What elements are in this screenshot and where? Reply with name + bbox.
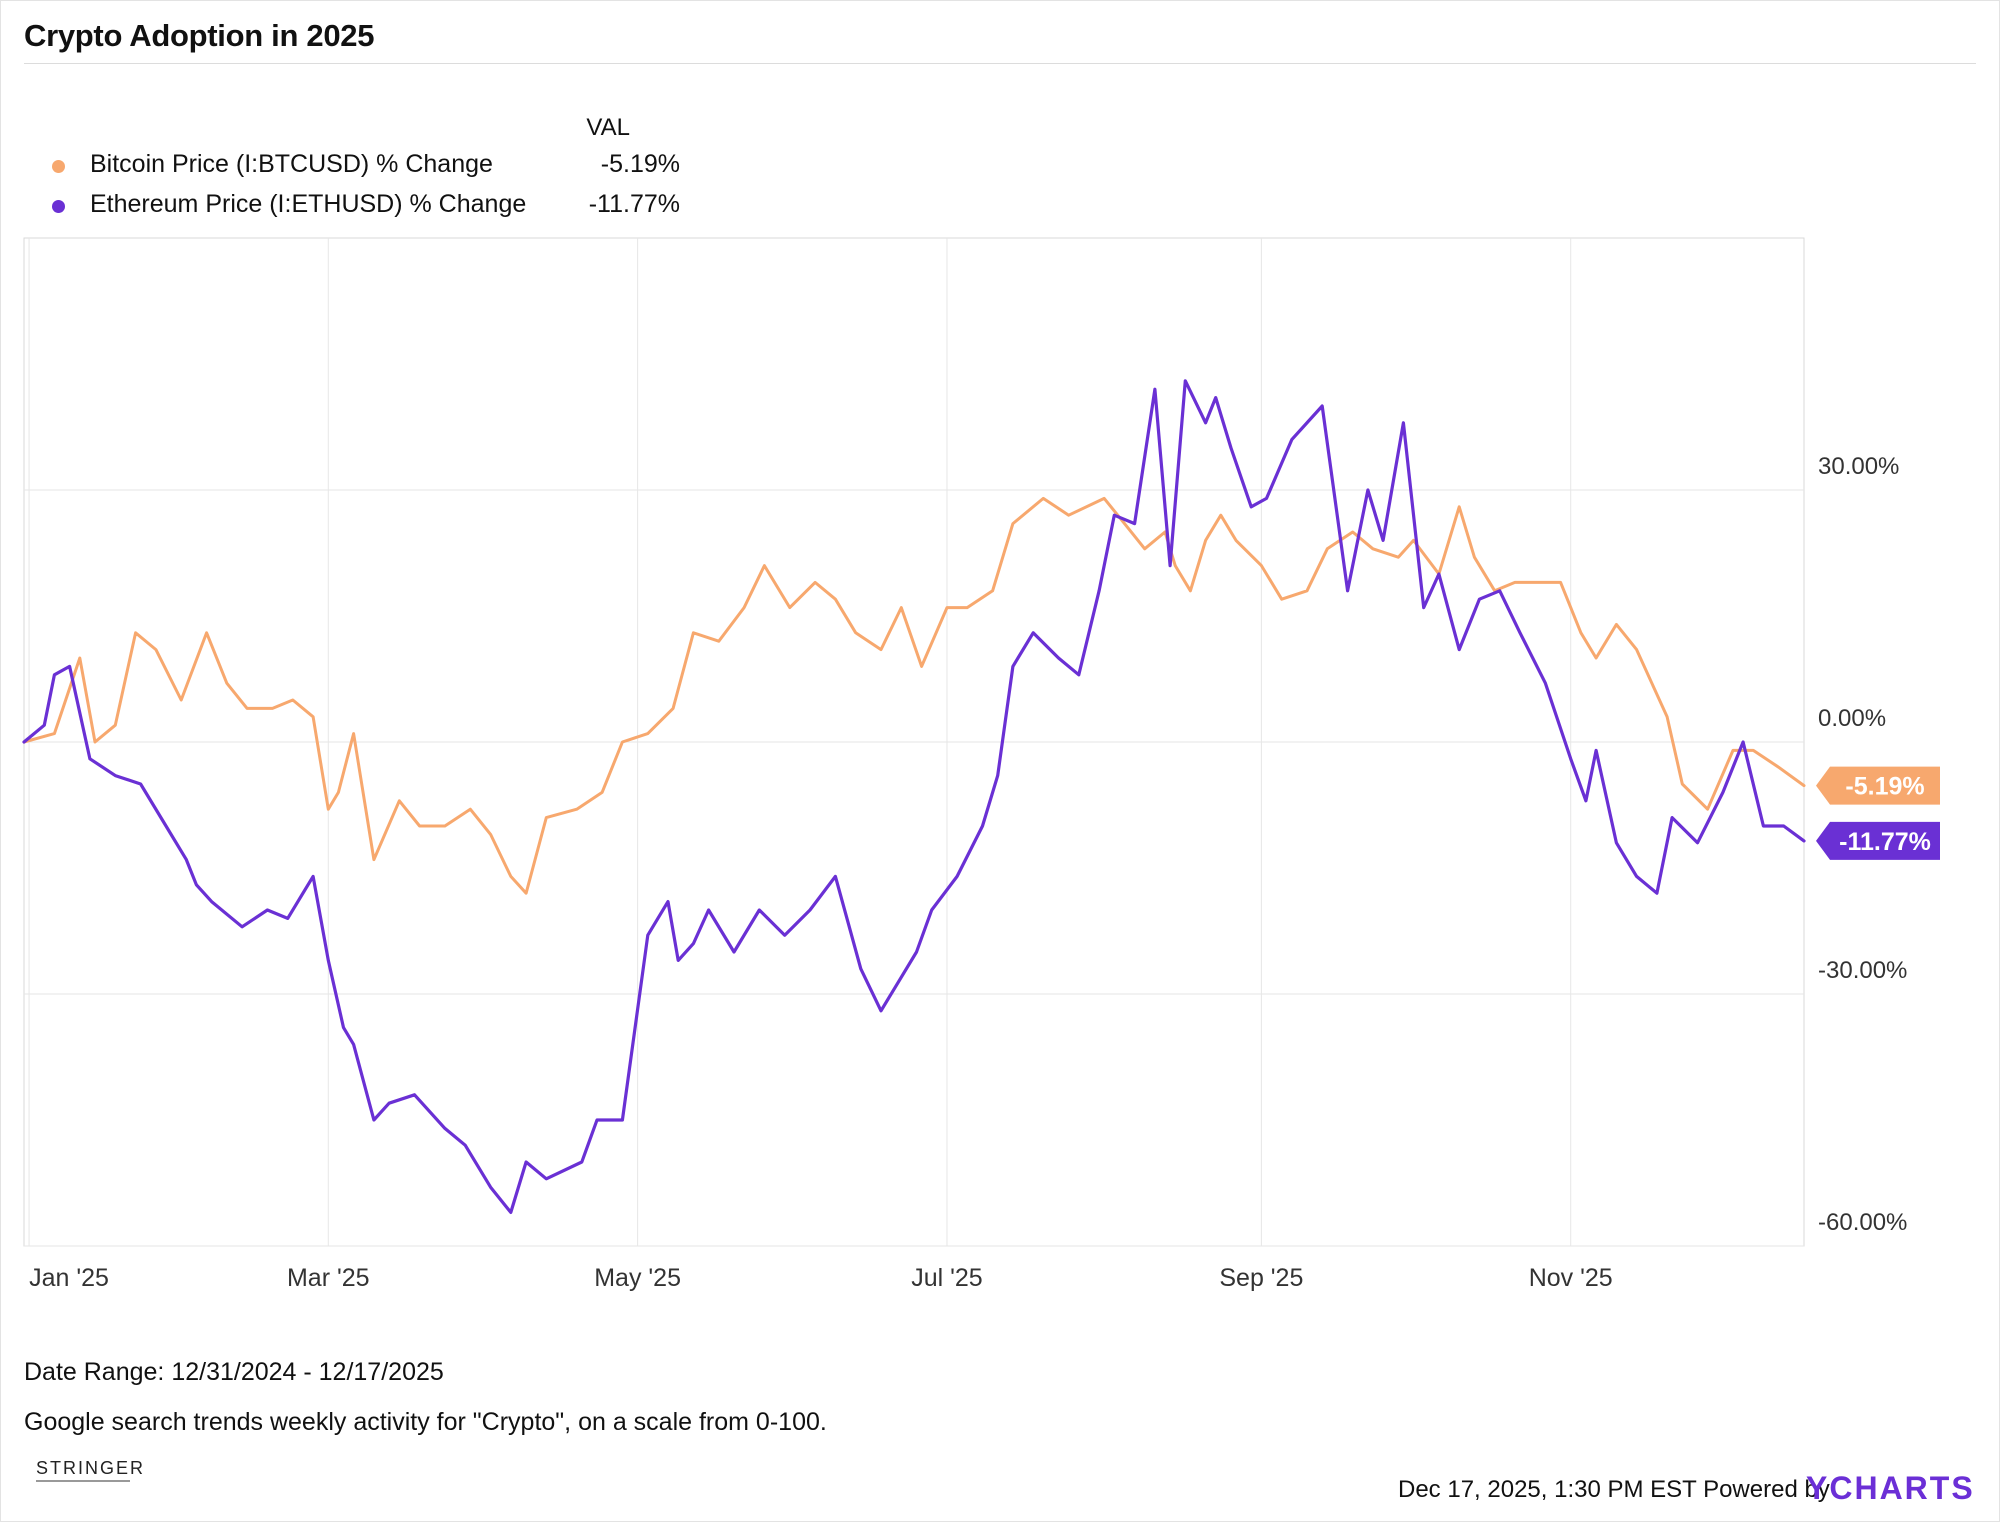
- y-tick-label: -60.00%: [1818, 1209, 1907, 1236]
- legend-value-ethereum: -11.77%: [588, 190, 680, 218]
- legend-label-ethereum: Ethereum Price (I:ETHUSD) % Change: [90, 190, 527, 218]
- series-line-bitcoin: [22, 496, 1806, 895]
- footnote: Google search trends weekly activity for…: [24, 1408, 827, 1436]
- x-tick-label: Jan '25: [29, 1264, 109, 1292]
- legend-header: VAL: [586, 114, 630, 141]
- end-value-label: -11.77%: [1839, 828, 1931, 856]
- x-tick-label: May '25: [594, 1264, 681, 1292]
- title-divider: [24, 63, 1976, 64]
- bitcoin-legend-dot-icon: [52, 160, 65, 173]
- end-value-tag: [1816, 821, 1940, 860]
- stringer-logo: STRINGER: [36, 1458, 146, 1478]
- legend-value-bitcoin: -5.19%: [600, 150, 680, 178]
- x-tick-label: Mar '25: [287, 1264, 370, 1292]
- ycharts-logo-text: YCHARTS: [1806, 1470, 1975, 1506]
- x-tick-label: Nov '25: [1529, 1264, 1613, 1292]
- end-value-tag: [1816, 766, 1940, 805]
- y-tick-label: 0.00%: [1818, 705, 1886, 732]
- line-chart: 30.00% 0.00% -30.00% -60.00% Jan '25 Mar '25 M…: [22, 237, 1940, 1292]
- timestamp: Dec 17, 2025, 1:30 PM EST Powered by: [1398, 1476, 1830, 1503]
- chart-title: Crypto Adoption in 2025: [24, 18, 375, 53]
- stringer-logo-rule: [36, 1480, 130, 1482]
- legend-label-bitcoin: Bitcoin Price (I:BTCUSD) % Change: [90, 150, 493, 178]
- x-tick-label: Sep '25: [1219, 1264, 1303, 1292]
- date-range: Date Range: 12/31/2024 - 12/17/2025: [24, 1358, 444, 1386]
- ethereum-legend-dot-icon: [52, 200, 65, 213]
- y-tick-label: 30.00%: [1818, 453, 1899, 480]
- x-tick-label: Jul '25: [911, 1264, 982, 1292]
- y-tick-label: -30.00%: [1818, 957, 1907, 984]
- ycharts-logo[interactable]: YCHARTS: [1806, 1470, 1975, 1507]
- series-line-ethereum: [22, 379, 1806, 1215]
- end-value-label: -5.19%: [1845, 773, 1924, 801]
